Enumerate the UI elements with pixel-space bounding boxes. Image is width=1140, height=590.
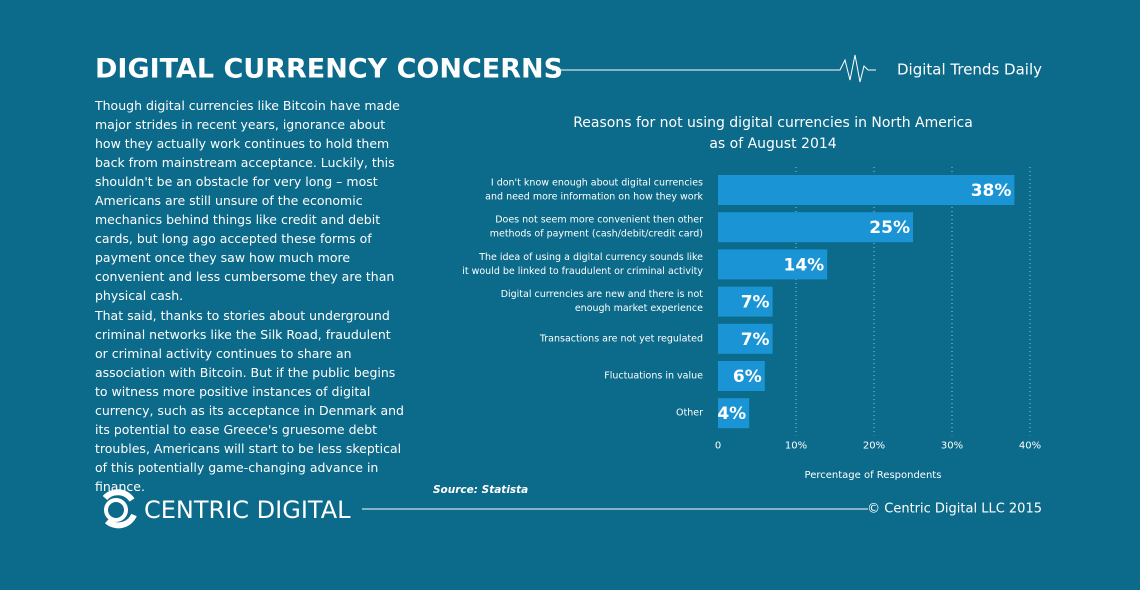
x-tick-label: 30% <box>941 440 963 451</box>
bar <box>718 175 1015 205</box>
chart-title: as of August 2014 <box>709 136 836 152</box>
x-tick-label: 20% <box>863 440 885 451</box>
paragraph: Though digital currencies like Bitcoin h… <box>95 98 400 303</box>
value-label: 14% <box>783 255 824 275</box>
chart-title: Reasons for not using digital currencies… <box>573 115 973 131</box>
category-label: Other <box>676 408 703 419</box>
x-tick-label: 0 <box>715 440 721 451</box>
bar <box>718 323 773 354</box>
bar <box>718 249 828 280</box>
page-title: DIGITAL CURRENCY CONCERNS <box>95 54 563 85</box>
bar <box>718 398 750 429</box>
paragraph: That said, thanks to stories about under… <box>95 308 404 494</box>
source: Source: Statista <box>433 484 528 496</box>
category-label: Transactions are not yet regulated <box>539 333 703 344</box>
category-label: and need more information on how they wo… <box>485 192 703 203</box>
logo <box>102 489 137 529</box>
value-label: 38% <box>971 181 1012 201</box>
value-label: 7% <box>741 293 770 313</box>
value-label: 25% <box>869 218 910 238</box>
category-label: The idea of using a digital currency sou… <box>478 252 703 263</box>
x-tick-label: 40% <box>1019 440 1041 451</box>
logo-text: CENTRIC DIGITAL <box>144 496 351 524</box>
x-tick-label: 10% <box>785 440 807 451</box>
category-label: I don't know enough about digital curren… <box>491 178 703 189</box>
value-label: 6% <box>733 367 762 387</box>
bar <box>718 286 773 317</box>
category-label: it would be linked to fraudulent or crim… <box>462 266 703 277</box>
category-label: methods of payment (cash/debit/credit ca… <box>490 229 703 240</box>
bar <box>718 212 913 243</box>
brand: Digital Trends Daily <box>897 61 1042 79</box>
pulse-icon <box>832 54 876 83</box>
category-label: Does not seem more convenient then other <box>495 215 703 226</box>
bar <box>718 361 765 391</box>
copyright: © Centric Digital LLC 2015 <box>867 502 1042 517</box>
value-label: 7% <box>741 330 770 350</box>
x-axis-label: Percentage of Respondents <box>805 470 942 481</box>
category-label: Digital currencies are new and there is … <box>501 289 704 300</box>
value-label: 4% <box>717 404 746 424</box>
category-label: Fluctuations in value <box>604 371 703 382</box>
category-label: enough market experience <box>575 303 703 314</box>
